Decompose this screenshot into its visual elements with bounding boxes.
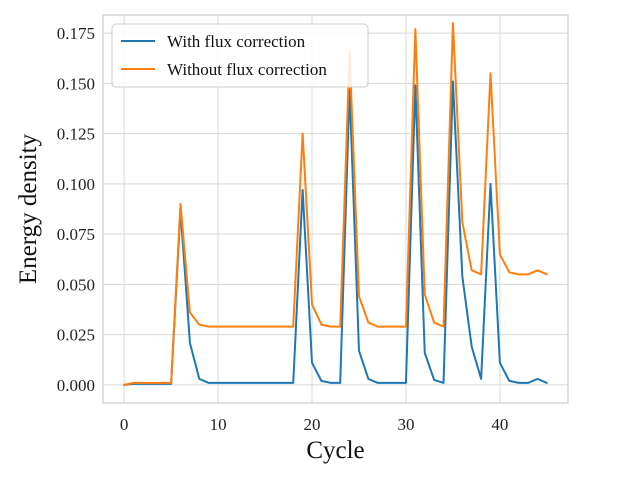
y-axis-label: Energy density	[15, 133, 42, 284]
y-tick-label: 0.100	[57, 175, 95, 194]
x-tick-label: 0	[120, 415, 129, 434]
x-axis-label: Cycle	[306, 437, 364, 464]
x-tick-label: 10	[210, 415, 227, 434]
y-tick-label: 0.025	[57, 326, 95, 345]
tick-labels: 0 10 20 30 40 0.000 0.025 0.050 0.075 0.100 0.125 0…	[57, 24, 509, 434]
series-line-with-flux-correction	[123, 80, 548, 386]
x-tick-label: 30	[397, 415, 414, 434]
legend: With flux correction Without flux correct…	[111, 23, 369, 88]
series-line-without-flux-correction	[123, 22, 548, 386]
x-tick-label: 40	[491, 415, 508, 434]
legend-entry: Without flux correction	[167, 60, 327, 79]
legend-box	[111, 23, 369, 88]
legend-entry: With flux correction	[167, 32, 306, 51]
y-tick-label: 0.050	[57, 275, 95, 294]
y-tick-label: 0.175	[57, 24, 95, 43]
y-tick-label: 0.125	[57, 125, 95, 144]
plot-area-frame	[102, 14, 569, 404]
series-lines	[123, 22, 548, 386]
y-tick-label: 0.150	[57, 74, 95, 93]
y-tick-label: 0.075	[57, 225, 95, 244]
x-tick-label: 20	[304, 415, 321, 434]
y-tick-label: 0.000	[57, 376, 95, 395]
